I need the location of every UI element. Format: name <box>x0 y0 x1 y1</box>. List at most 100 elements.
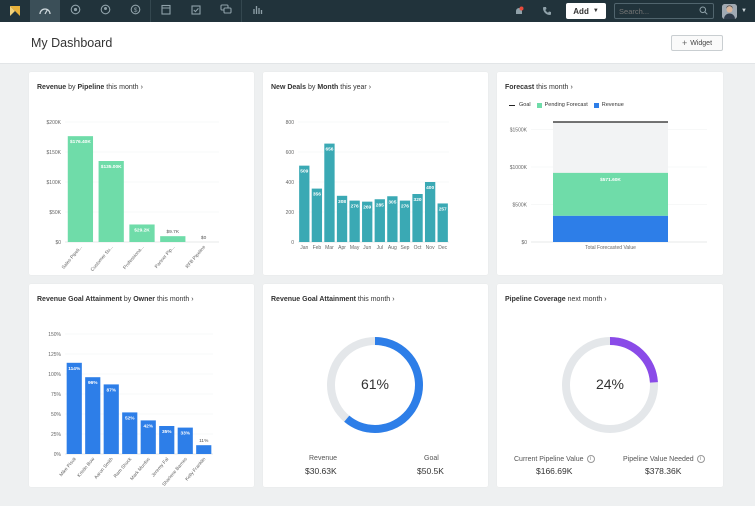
x-tick-label: Sep <box>401 245 410 251</box>
pipeline-bar[interactable] <box>98 161 124 242</box>
pipeline-bar[interactable] <box>67 136 94 242</box>
month-bar[interactable] <box>336 195 348 242</box>
widget-title[interactable]: Pipeline Coverage next month › <box>505 296 607 303</box>
y-tick-label: 0% <box>54 452 62 458</box>
y-tick-label: $0 <box>55 240 61 246</box>
widget-title[interactable]: Revenue Goal Attainment by Owner this mo… <box>37 296 194 303</box>
y-tick-label: 200 <box>286 210 295 216</box>
data-label: 400 <box>426 185 434 191</box>
notification-bell-icon[interactable] <box>512 6 526 17</box>
goal-by-owner-chart: 0% 25% 50% 75% 100% 125% 150% 114% Mike Pisoli 96… <box>48 332 213 487</box>
x-tick-label: Professiona... <box>122 244 145 270</box>
nav-separator <box>241 0 242 22</box>
owner-bar[interactable] <box>122 412 138 454</box>
x-tick-label: Mike Pisoli <box>58 456 77 477</box>
data-label: $571.60K <box>600 177 621 183</box>
nav-tasks[interactable] <box>181 0 211 22</box>
donut-percent: 61% <box>360 376 390 392</box>
data-label: 308 <box>338 199 346 205</box>
data-label: 305 <box>388 199 396 205</box>
nav-messages[interactable] <box>211 0 241 22</box>
owner-bar[interactable] <box>85 377 101 454</box>
data-label: 509 <box>300 169 308 175</box>
data-label: 11% <box>199 438 209 444</box>
avatar-caret-icon[interactable]: ▼ <box>741 8 747 14</box>
x-tick-label: Sales Pipeli... <box>61 244 84 270</box>
owner-bar[interactable] <box>66 362 82 454</box>
widget-revenue-goal-attainment: Revenue Goal Attainment this month › 61% … <box>263 284 488 487</box>
calendar-icon <box>161 2 171 20</box>
month-bar[interactable] <box>324 143 335 242</box>
nav-calendar[interactable] <box>151 0 181 22</box>
nav-revenue[interactable]: $ <box>120 0 150 22</box>
month-bar[interactable] <box>387 196 398 242</box>
x-tick-label: Total Forecasted Value <box>585 245 636 251</box>
y-tick-label: 400 <box>286 180 295 186</box>
data-label: $0 <box>201 235 207 241</box>
search-input[interactable] <box>619 6 700 16</box>
month-bar[interactable] <box>437 203 448 242</box>
month-bar[interactable] <box>362 201 373 242</box>
y-tick-label: 50% <box>51 412 62 418</box>
month-bar[interactable] <box>299 165 310 242</box>
nav-deals[interactable] <box>60 0 90 22</box>
pipeline-bar[interactable] <box>129 224 155 242</box>
widget-revenue-by-pipeline: Revenue by Pipeline this month › $0 $50K $1… <box>29 72 254 275</box>
legend-revenue: Revenue <box>593 102 624 108</box>
owner-bar[interactable] <box>103 384 119 454</box>
page-title: My Dashboard <box>31 36 113 50</box>
owner-bar[interactable] <box>159 426 175 454</box>
search-icon <box>699 2 708 20</box>
app-logo[interactable] <box>0 0 30 22</box>
widget-title[interactable]: Revenue by Pipeline this month › <box>37 84 143 91</box>
revenue-bar[interactable] <box>553 215 668 242</box>
data-label: 42% <box>143 423 153 429</box>
month-bar[interactable] <box>374 199 385 242</box>
tasks-icon <box>191 2 201 20</box>
avatar[interactable] <box>722 3 738 19</box>
info-icon[interactable]: i <box>586 455 595 463</box>
chevron-right-icon: › <box>191 296 194 303</box>
data-label: $176.40K <box>70 139 91 145</box>
data-label: 285 <box>376 202 384 208</box>
data-label: 87% <box>106 387 116 393</box>
owner-bar[interactable] <box>177 427 193 454</box>
pipeline-coverage-arc[interactable] <box>562 337 658 433</box>
month-bar[interactable] <box>399 200 411 242</box>
info-icon[interactable]: i <box>696 455 705 463</box>
goal-label: Goal <box>424 455 439 462</box>
goal-attainment-arc[interactable] <box>327 337 423 433</box>
nav-contacts[interactable] <box>90 0 120 22</box>
owner-bar[interactable] <box>196 445 212 454</box>
y-tick-label: $200K <box>47 120 62 126</box>
data-label: $9.7K <box>167 229 180 235</box>
widget-title[interactable]: Forecast this month › <box>505 84 573 91</box>
widget-title[interactable]: New Deals by Month this year › <box>271 84 372 91</box>
y-tick-label: $1000K <box>510 165 528 171</box>
search-box[interactable] <box>614 2 715 20</box>
nav-reports[interactable] <box>242 0 272 22</box>
x-tick-label: Nov <box>426 245 435 251</box>
y-tick-label: 75% <box>51 392 62 398</box>
phone-icon[interactable] <box>540 6 554 16</box>
current-pipeline-label: Current Pipeline Value i <box>514 455 595 463</box>
pipeline-bar[interactable] <box>160 236 186 242</box>
x-tick-label: Aaron Smith <box>93 456 115 480</box>
month-bar[interactable] <box>412 194 423 242</box>
x-tick-label: Apr <box>338 245 346 251</box>
month-bar[interactable] <box>311 188 323 242</box>
data-label: 33% <box>180 431 190 437</box>
data-label: 656 <box>325 147 333 153</box>
add-button[interactable]: Add ▼ <box>566 3 607 19</box>
pending-forecast-bar[interactable] <box>553 172 668 216</box>
widget-title[interactable]: Revenue Goal Attainment this month › <box>271 296 395 303</box>
revenue-value: $30.63K <box>305 466 337 476</box>
nav-dashboard[interactable] <box>30 0 60 22</box>
month-bar[interactable] <box>424 182 436 242</box>
owner-bar[interactable] <box>140 420 156 454</box>
top-nav: $ Add ▼ ▼ <box>0 0 755 22</box>
x-tick-label: Feb <box>313 245 322 251</box>
month-bar[interactable] <box>349 200 360 242</box>
add-widget-button[interactable]: + Widget <box>671 35 723 51</box>
data-label: $29.2K <box>134 227 150 233</box>
